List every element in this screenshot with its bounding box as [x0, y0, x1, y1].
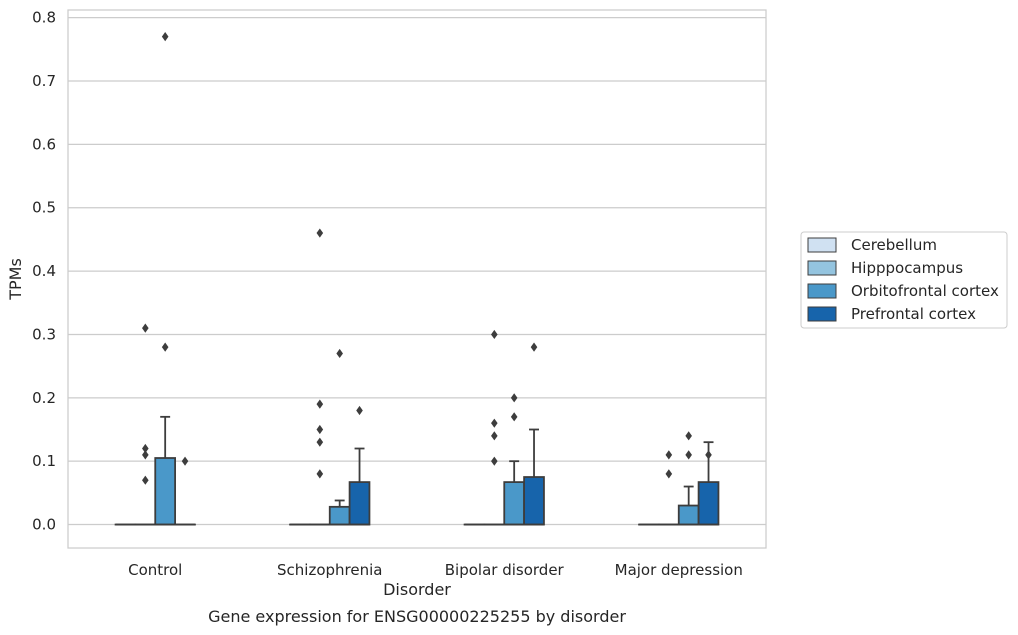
y-axis-ticks: 0.0 0.1 0.2 0.3 0.4 0.5 0.6 0.7 0.8 — [32, 9, 56, 534]
box-prefrontal-cortex — [697, 441, 720, 526]
x-tick-label: Schizophrenia — [277, 561, 382, 579]
outlier-point — [510, 412, 518, 422]
box-body — [523, 476, 545, 526]
y-axis-label: TPMs — [6, 258, 25, 301]
legend-frame — [800, 231, 1008, 329]
box-prefrontal-cortex — [348, 447, 371, 526]
outlier-point — [356, 405, 363, 416]
outlier-point — [316, 437, 324, 447]
box-orbitofrontal-cortex — [154, 415, 176, 526]
y-tick-label: 0.1 — [32, 452, 56, 470]
y-tick-label: 0.4 — [32, 262, 56, 280]
box-body — [154, 457, 176, 526]
outlier-point — [665, 450, 673, 460]
y-tick-label: 0.7 — [32, 72, 56, 90]
outlier-point — [316, 469, 324, 479]
x-tick-label: Control — [128, 561, 182, 579]
outlier-point — [491, 329, 498, 340]
legend-swatch — [807, 283, 837, 299]
grid — [68, 16, 766, 526]
y-tick-label: 0.5 — [32, 199, 56, 217]
outlier-point — [161, 32, 169, 42]
outlier-point — [161, 342, 169, 352]
x-axis-label: Disorder — [383, 580, 451, 599]
legend-label: Prefrontal cortex — [851, 305, 976, 323]
outlier-point — [316, 228, 324, 238]
legend-label: Cerebellum — [851, 236, 937, 254]
box-body — [328, 505, 351, 526]
outlier-points — [142, 32, 712, 485]
outlier-point — [510, 393, 518, 403]
y-tick-label: 0.3 — [32, 325, 56, 343]
legend-label: Hipppocampus — [851, 259, 963, 277]
legend-swatch — [807, 237, 837, 253]
x-tick-label: Major depression — [615, 561, 743, 579]
y-tick-label: 0.6 — [32, 135, 56, 153]
legend-swatch — [807, 306, 837, 322]
box-body — [697, 481, 720, 526]
box-plots — [114, 415, 720, 526]
outlier-point — [142, 323, 149, 333]
outlier-point — [316, 399, 324, 409]
box-orbitofrontal-cortex — [328, 499, 351, 526]
plot-area — [67, 9, 767, 549]
box-body — [348, 481, 371, 526]
box-body — [677, 504, 700, 526]
outlier-point — [142, 475, 149, 485]
outlier-point — [491, 456, 498, 466]
y-tick-label: 0.0 — [32, 516, 56, 534]
x-axis-ticks: Control Schizophrenia Bipolar disorder Majo… — [128, 561, 743, 579]
box-orbitofrontal-cortex — [677, 485, 700, 526]
box-prefrontal-cortex — [523, 428, 545, 526]
outlier-point — [665, 469, 673, 479]
y-tick-label: 0.8 — [32, 9, 56, 27]
outlier-point — [142, 443, 149, 454]
outlier-point — [491, 418, 498, 428]
outlier-point — [530, 342, 538, 352]
legend-swatch — [807, 260, 837, 276]
y-tick-label: 0.2 — [32, 389, 56, 407]
legend: Cerebellum Hipppocampus Orbitofrontal cort… — [800, 231, 1008, 329]
outlier-point — [142, 450, 149, 460]
outlier-point — [705, 450, 712, 460]
box-orbitofrontal-cortex — [503, 460, 525, 526]
outlier-point — [491, 431, 498, 441]
outlier-point — [685, 431, 692, 441]
outlier-point — [316, 424, 324, 435]
legend-label: Orbitofrontal cortex — [851, 282, 999, 300]
outlier-point — [181, 456, 189, 466]
chart-caption: Gene expression for ENSG00000225255 by d… — [208, 607, 626, 626]
x-tick-label: Bipolar disorder — [445, 561, 565, 579]
outlier-point — [336, 348, 343, 359]
outlier-point — [685, 450, 692, 460]
box-body — [503, 481, 525, 526]
